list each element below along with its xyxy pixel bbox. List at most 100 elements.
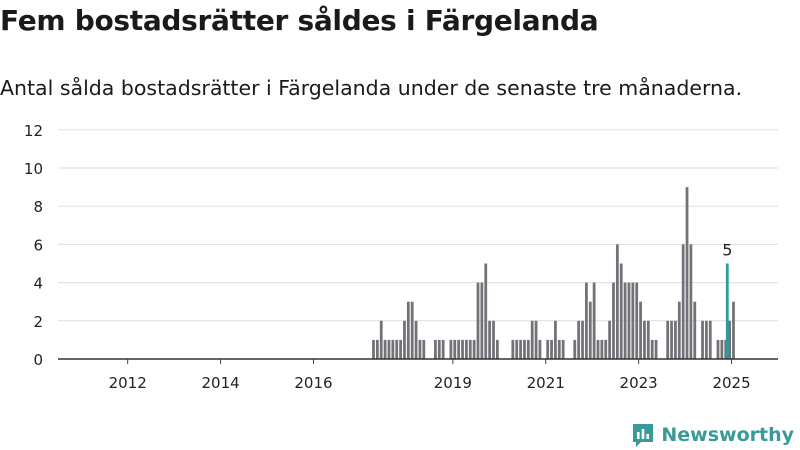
bar: [631, 282, 635, 359]
bar: [476, 282, 480, 359]
bar: [588, 301, 592, 359]
bar: [449, 339, 453, 359]
bar: [410, 301, 414, 359]
bar: [526, 339, 530, 359]
x-tick-label: 2025: [712, 374, 750, 392]
y-tick-label: 8: [33, 198, 43, 216]
bar: [670, 320, 673, 359]
highlight-value-label: 5: [722, 241, 732, 260]
bar: [422, 339, 426, 359]
bar: [461, 339, 464, 359]
bar: [600, 339, 604, 359]
bar: [623, 282, 627, 359]
bar: [732, 301, 735, 359]
x-tick-label: 2016: [294, 374, 332, 392]
bar: [604, 339, 608, 359]
bar: [728, 320, 732, 359]
bar: [615, 244, 619, 359]
bar: [674, 320, 677, 359]
bar: [704, 320, 708, 359]
highlight-bar: [725, 263, 729, 359]
bar: [534, 320, 538, 359]
bar: [464, 339, 468, 359]
x-tick-label: 2012: [109, 374, 147, 392]
bar: [399, 339, 402, 359]
bar: [387, 339, 391, 359]
bar: [592, 282, 596, 359]
bar: [577, 320, 581, 359]
bar: [596, 339, 600, 359]
bar: [677, 301, 681, 359]
bar: [685, 187, 689, 359]
bar: [434, 339, 437, 359]
bar: [584, 282, 588, 359]
y-tick-label: 0: [33, 351, 43, 369]
bar: [472, 339, 476, 359]
bar: [693, 301, 697, 359]
y-tick-label: 6: [33, 236, 43, 254]
bar: [666, 320, 670, 359]
chart-subtitle: Antal sålda bostadsrätter i Färgelanda u…: [0, 76, 743, 100]
bar: [557, 339, 561, 359]
bar: [546, 339, 550, 359]
y-tick-label: 2: [33, 313, 43, 331]
bar: [635, 282, 639, 359]
newsworthy-logo: Newsworthy: [631, 420, 794, 450]
bar: [492, 320, 495, 359]
bar: [530, 320, 534, 359]
bar: [561, 339, 565, 359]
chart-title: Fem bostadsrätter såldes i Färgelanda: [0, 4, 599, 37]
sales-bar-chart: 0 2 4 6 8 10 12 2012 2014 2016 2019 2021 2023 2025 5: [24, 122, 778, 392]
bar: [468, 339, 472, 359]
bar: [495, 339, 499, 359]
bar: [554, 320, 557, 359]
x-tick-label: 2021: [527, 374, 565, 392]
bar: [441, 339, 445, 359]
bar: [418, 339, 422, 359]
bar: [720, 339, 724, 359]
bar: [646, 320, 650, 359]
bar: [689, 244, 693, 359]
bar: [724, 339, 728, 359]
bar: [484, 263, 488, 359]
bar: [515, 339, 519, 359]
bar: [612, 282, 615, 359]
bar: [538, 339, 542, 359]
bar: [488, 320, 492, 359]
bar-chart-logo-icon: [633, 424, 654, 447]
bar: [581, 320, 584, 359]
y-tick-label: 12: [24, 122, 43, 140]
bar: [550, 339, 553, 359]
bar: [480, 282, 484, 359]
bar: [608, 320, 612, 359]
bar: [403, 320, 406, 359]
bar: [708, 320, 712, 359]
bar: [643, 320, 646, 359]
bar: [650, 339, 654, 359]
bar: [453, 339, 457, 359]
y-tick-label: 10: [24, 160, 43, 178]
bar: [383, 339, 387, 359]
bar: [391, 339, 395, 359]
bar: [414, 320, 418, 359]
bar: [372, 339, 375, 359]
x-tick-label: 2014: [201, 374, 239, 392]
bar: [406, 301, 410, 359]
bar: [639, 301, 642, 359]
bar: [379, 320, 383, 359]
bar: [681, 244, 685, 359]
bar: [395, 339, 399, 359]
bar: [716, 339, 720, 359]
bar: [573, 339, 577, 359]
bar: [627, 282, 631, 359]
bar: [511, 339, 515, 359]
bar: [519, 339, 522, 359]
x-tick-label: 2023: [620, 374, 658, 392]
bar: [375, 339, 379, 359]
bar: [457, 339, 461, 359]
bar: [701, 320, 704, 359]
y-tick-label: 4: [33, 275, 43, 293]
bar: [619, 263, 623, 359]
bar: [437, 339, 441, 359]
bar: [523, 339, 526, 359]
